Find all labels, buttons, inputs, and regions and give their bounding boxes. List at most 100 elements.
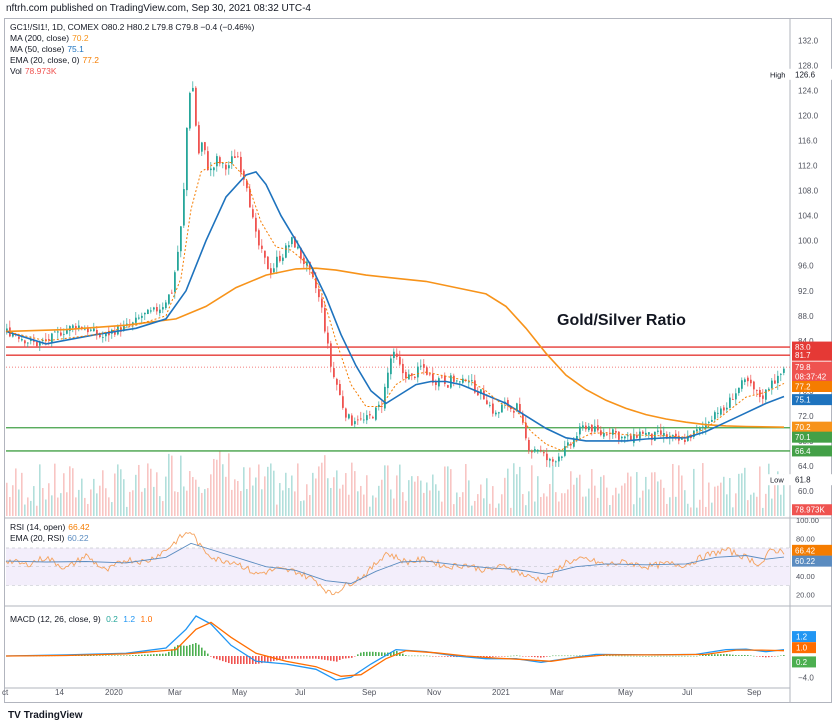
- candle-body: [282, 257, 284, 261]
- candle-body: [759, 389, 761, 398]
- macd-histogram-bar: [393, 651, 395, 656]
- candle-body: [18, 336, 20, 339]
- volume-bar: [267, 466, 269, 516]
- candle-body: [603, 432, 605, 437]
- volume-bar: [570, 471, 572, 516]
- macd-histogram-bar: [447, 656, 449, 657]
- volume-bar: [96, 493, 98, 516]
- candle-body: [243, 170, 245, 180]
- macd-histogram-bar: [285, 656, 287, 659]
- candle-body: [306, 261, 308, 266]
- volume-bar: [219, 451, 221, 516]
- candle-body: [24, 340, 26, 344]
- candle-body: [606, 434, 608, 436]
- volume-bar: [222, 464, 224, 516]
- volume-bar: [366, 475, 368, 516]
- candle-body: [63, 333, 65, 335]
- macd-histogram-bar: [555, 655, 557, 657]
- volume-bar: [300, 501, 302, 516]
- macd-histogram-bar: [441, 656, 443, 657]
- volume-bar: [330, 487, 332, 516]
- volume-bar: [42, 488, 44, 516]
- volume-bar: [633, 504, 635, 516]
- candle-body: [39, 341, 41, 346]
- macd-histogram-bar: [345, 656, 347, 659]
- candle-body: [489, 405, 491, 406]
- candle-body: [519, 403, 521, 412]
- volume-bar: [540, 496, 542, 516]
- volume-bar: [72, 468, 74, 516]
- price-tick-label: 108.0: [798, 187, 819, 196]
- candle-body: [348, 414, 350, 419]
- candle-body: [762, 395, 764, 399]
- macd-histogram-bar: [90, 655, 92, 656]
- volume-bar: [228, 453, 230, 516]
- candle-body: [732, 399, 734, 400]
- volume-bar: [198, 486, 200, 516]
- candle-body: [417, 366, 419, 378]
- candle-body: [720, 408, 722, 415]
- tradingview-footer[interactable]: TV TradingView: [8, 710, 83, 721]
- volume-bar: [492, 486, 494, 516]
- volume-bar: [402, 492, 404, 516]
- macd-histogram-bar: [135, 655, 137, 656]
- ema20-line: [5, 162, 785, 451]
- macd-histogram-bar: [129, 655, 131, 656]
- volume-bar: [327, 478, 329, 516]
- macd-histogram-bar: [648, 655, 650, 657]
- time-tick-label: Mar: [550, 688, 564, 697]
- macd-histogram-bar: [552, 655, 554, 657]
- candle-body: [591, 424, 593, 432]
- candle-body: [270, 268, 272, 274]
- macd-value-label: 0.2: [796, 658, 808, 667]
- candle-body: [573, 439, 575, 447]
- candle-body: [771, 380, 773, 389]
- candle-body: [150, 310, 152, 312]
- candle-body: [471, 380, 473, 382]
- candle-body: [387, 372, 389, 389]
- volume-bar: [702, 463, 704, 516]
- macd-value-label: 1.0: [796, 644, 808, 653]
- candle-body: [48, 339, 50, 341]
- volume-bar: [24, 504, 26, 516]
- macd-histogram-bar: [624, 655, 626, 657]
- candle-body: [363, 419, 365, 421]
- time-tick-label: Mar: [168, 688, 182, 697]
- volume-bar: [528, 491, 530, 516]
- candle-body: [525, 422, 527, 439]
- candle-body: [135, 317, 137, 323]
- macd-histogram-bar: [249, 656, 251, 664]
- candle-body: [498, 412, 500, 414]
- candle-body: [453, 375, 455, 382]
- volume-bar: [720, 482, 722, 516]
- volume-bar: [168, 453, 170, 516]
- candle-body: [630, 435, 632, 441]
- macd-histogram-bar: [120, 655, 122, 656]
- candle-body: [642, 431, 644, 434]
- volume-bar: [432, 474, 434, 516]
- candle-body: [729, 397, 731, 408]
- candle-body: [399, 356, 401, 365]
- macd-histogram-bar: [348, 656, 350, 659]
- candle-body: [249, 188, 251, 208]
- volume-bar: [156, 472, 158, 516]
- price-label: 66.4: [795, 447, 811, 456]
- macd-histogram-bar: [198, 644, 200, 656]
- volume-bar: [84, 497, 86, 516]
- macd-histogram-bar: [144, 654, 146, 656]
- rsi-value-box: [792, 544, 832, 556]
- candle-body: [96, 329, 98, 336]
- volume-bar: [15, 468, 17, 516]
- candle-body: [534, 449, 536, 452]
- rsi-tick-label: 80.00: [796, 535, 815, 544]
- volume-bar: [276, 504, 278, 516]
- macd-histogram-bar: [516, 655, 518, 656]
- candle-body: [780, 373, 782, 375]
- volume-bar: [729, 478, 731, 516]
- candle-body: [219, 157, 221, 164]
- candle-body: [327, 332, 329, 344]
- volume-bar: [285, 472, 287, 516]
- volume-bar: [204, 489, 206, 516]
- volume-bar: [600, 476, 602, 516]
